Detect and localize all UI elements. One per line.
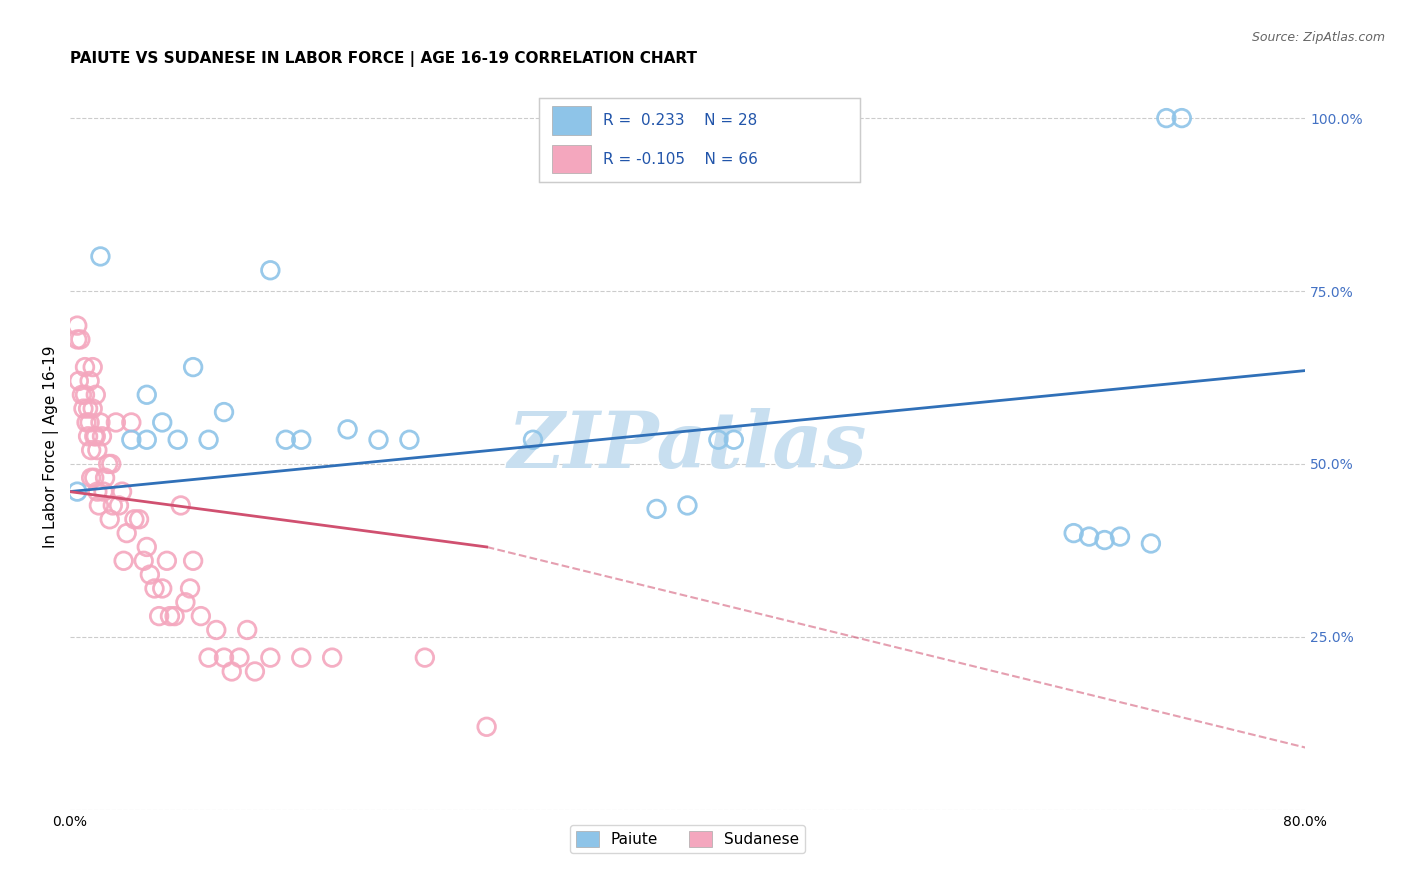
Point	[135, 433, 157, 447]
Point	[83, 471, 105, 485]
Point	[336, 422, 359, 436]
Point	[179, 582, 201, 596]
Point	[79, 374, 101, 388]
Point	[1078, 530, 1101, 544]
Point	[79, 416, 101, 430]
Point	[108, 499, 131, 513]
Point	[174, 595, 197, 609]
Point	[89, 249, 111, 263]
Point	[205, 623, 228, 637]
Point	[87, 499, 110, 513]
Point	[212, 650, 235, 665]
Y-axis label: In Labor Force | Age 16-19: In Labor Force | Age 16-19	[44, 345, 59, 548]
Point	[1140, 536, 1163, 550]
Point	[197, 650, 219, 665]
Point	[221, 665, 243, 679]
Point	[132, 554, 155, 568]
Point	[91, 429, 114, 443]
Point	[70, 388, 93, 402]
Point	[163, 609, 186, 624]
Point	[398, 433, 420, 447]
Point	[94, 471, 117, 485]
Point	[475, 720, 498, 734]
Point	[111, 484, 134, 499]
Point	[112, 554, 135, 568]
Point	[170, 499, 193, 513]
Point	[66, 333, 89, 347]
Point	[120, 433, 142, 447]
Point	[115, 526, 138, 541]
Point	[259, 263, 281, 277]
Point	[86, 484, 108, 499]
Point	[166, 433, 188, 447]
Point	[66, 484, 89, 499]
Point	[321, 650, 343, 665]
Point	[135, 388, 157, 402]
Point	[73, 360, 96, 375]
Point	[101, 499, 124, 513]
Point	[236, 623, 259, 637]
Point	[67, 374, 90, 388]
Point	[82, 401, 104, 416]
Point	[243, 665, 266, 679]
Point	[84, 388, 107, 402]
Point	[80, 443, 103, 458]
Point	[76, 416, 98, 430]
Point	[98, 512, 121, 526]
Point	[93, 484, 115, 499]
Point	[1063, 526, 1085, 541]
Text: ZIPatlas: ZIPatlas	[508, 409, 868, 485]
Point	[80, 471, 103, 485]
Text: Source: ZipAtlas.com: Source: ZipAtlas.com	[1251, 31, 1385, 45]
Point	[707, 433, 730, 447]
Point	[367, 433, 389, 447]
Point	[120, 416, 142, 430]
Point	[156, 554, 179, 568]
Point	[69, 333, 91, 347]
Point	[82, 360, 104, 375]
Point	[104, 416, 127, 430]
Point	[1156, 111, 1178, 125]
Point	[135, 540, 157, 554]
Point	[77, 429, 100, 443]
Point	[676, 499, 699, 513]
Point	[73, 388, 96, 402]
Point	[1109, 530, 1132, 544]
Point	[723, 433, 745, 447]
Point	[197, 433, 219, 447]
Point	[148, 609, 170, 624]
Point	[181, 554, 204, 568]
Point	[274, 433, 297, 447]
Point	[77, 401, 100, 416]
Point	[84, 429, 107, 443]
Point	[228, 650, 250, 665]
Point	[139, 567, 162, 582]
Legend: Paiute, Sudanese: Paiute, Sudanese	[569, 825, 806, 853]
Point	[645, 502, 668, 516]
Point	[97, 457, 120, 471]
Point	[66, 318, 89, 333]
Point	[86, 443, 108, 458]
Point	[259, 650, 281, 665]
Point	[522, 433, 544, 447]
Point	[159, 609, 181, 624]
Point	[128, 512, 150, 526]
Point	[150, 416, 173, 430]
Point	[150, 582, 173, 596]
Point	[72, 401, 94, 416]
Point	[212, 405, 235, 419]
Point	[181, 360, 204, 375]
Point	[190, 609, 212, 624]
Point	[89, 416, 111, 430]
Point	[83, 429, 105, 443]
Text: PAIUTE VS SUDANESE IN LABOR FORCE | AGE 16-19 CORRELATION CHART: PAIUTE VS SUDANESE IN LABOR FORCE | AGE …	[69, 51, 696, 67]
Point	[1094, 533, 1116, 547]
Point	[124, 512, 146, 526]
Point	[1171, 111, 1194, 125]
Point	[290, 433, 312, 447]
Point	[100, 457, 122, 471]
Point	[290, 650, 312, 665]
Point	[143, 582, 166, 596]
Point	[413, 650, 436, 665]
